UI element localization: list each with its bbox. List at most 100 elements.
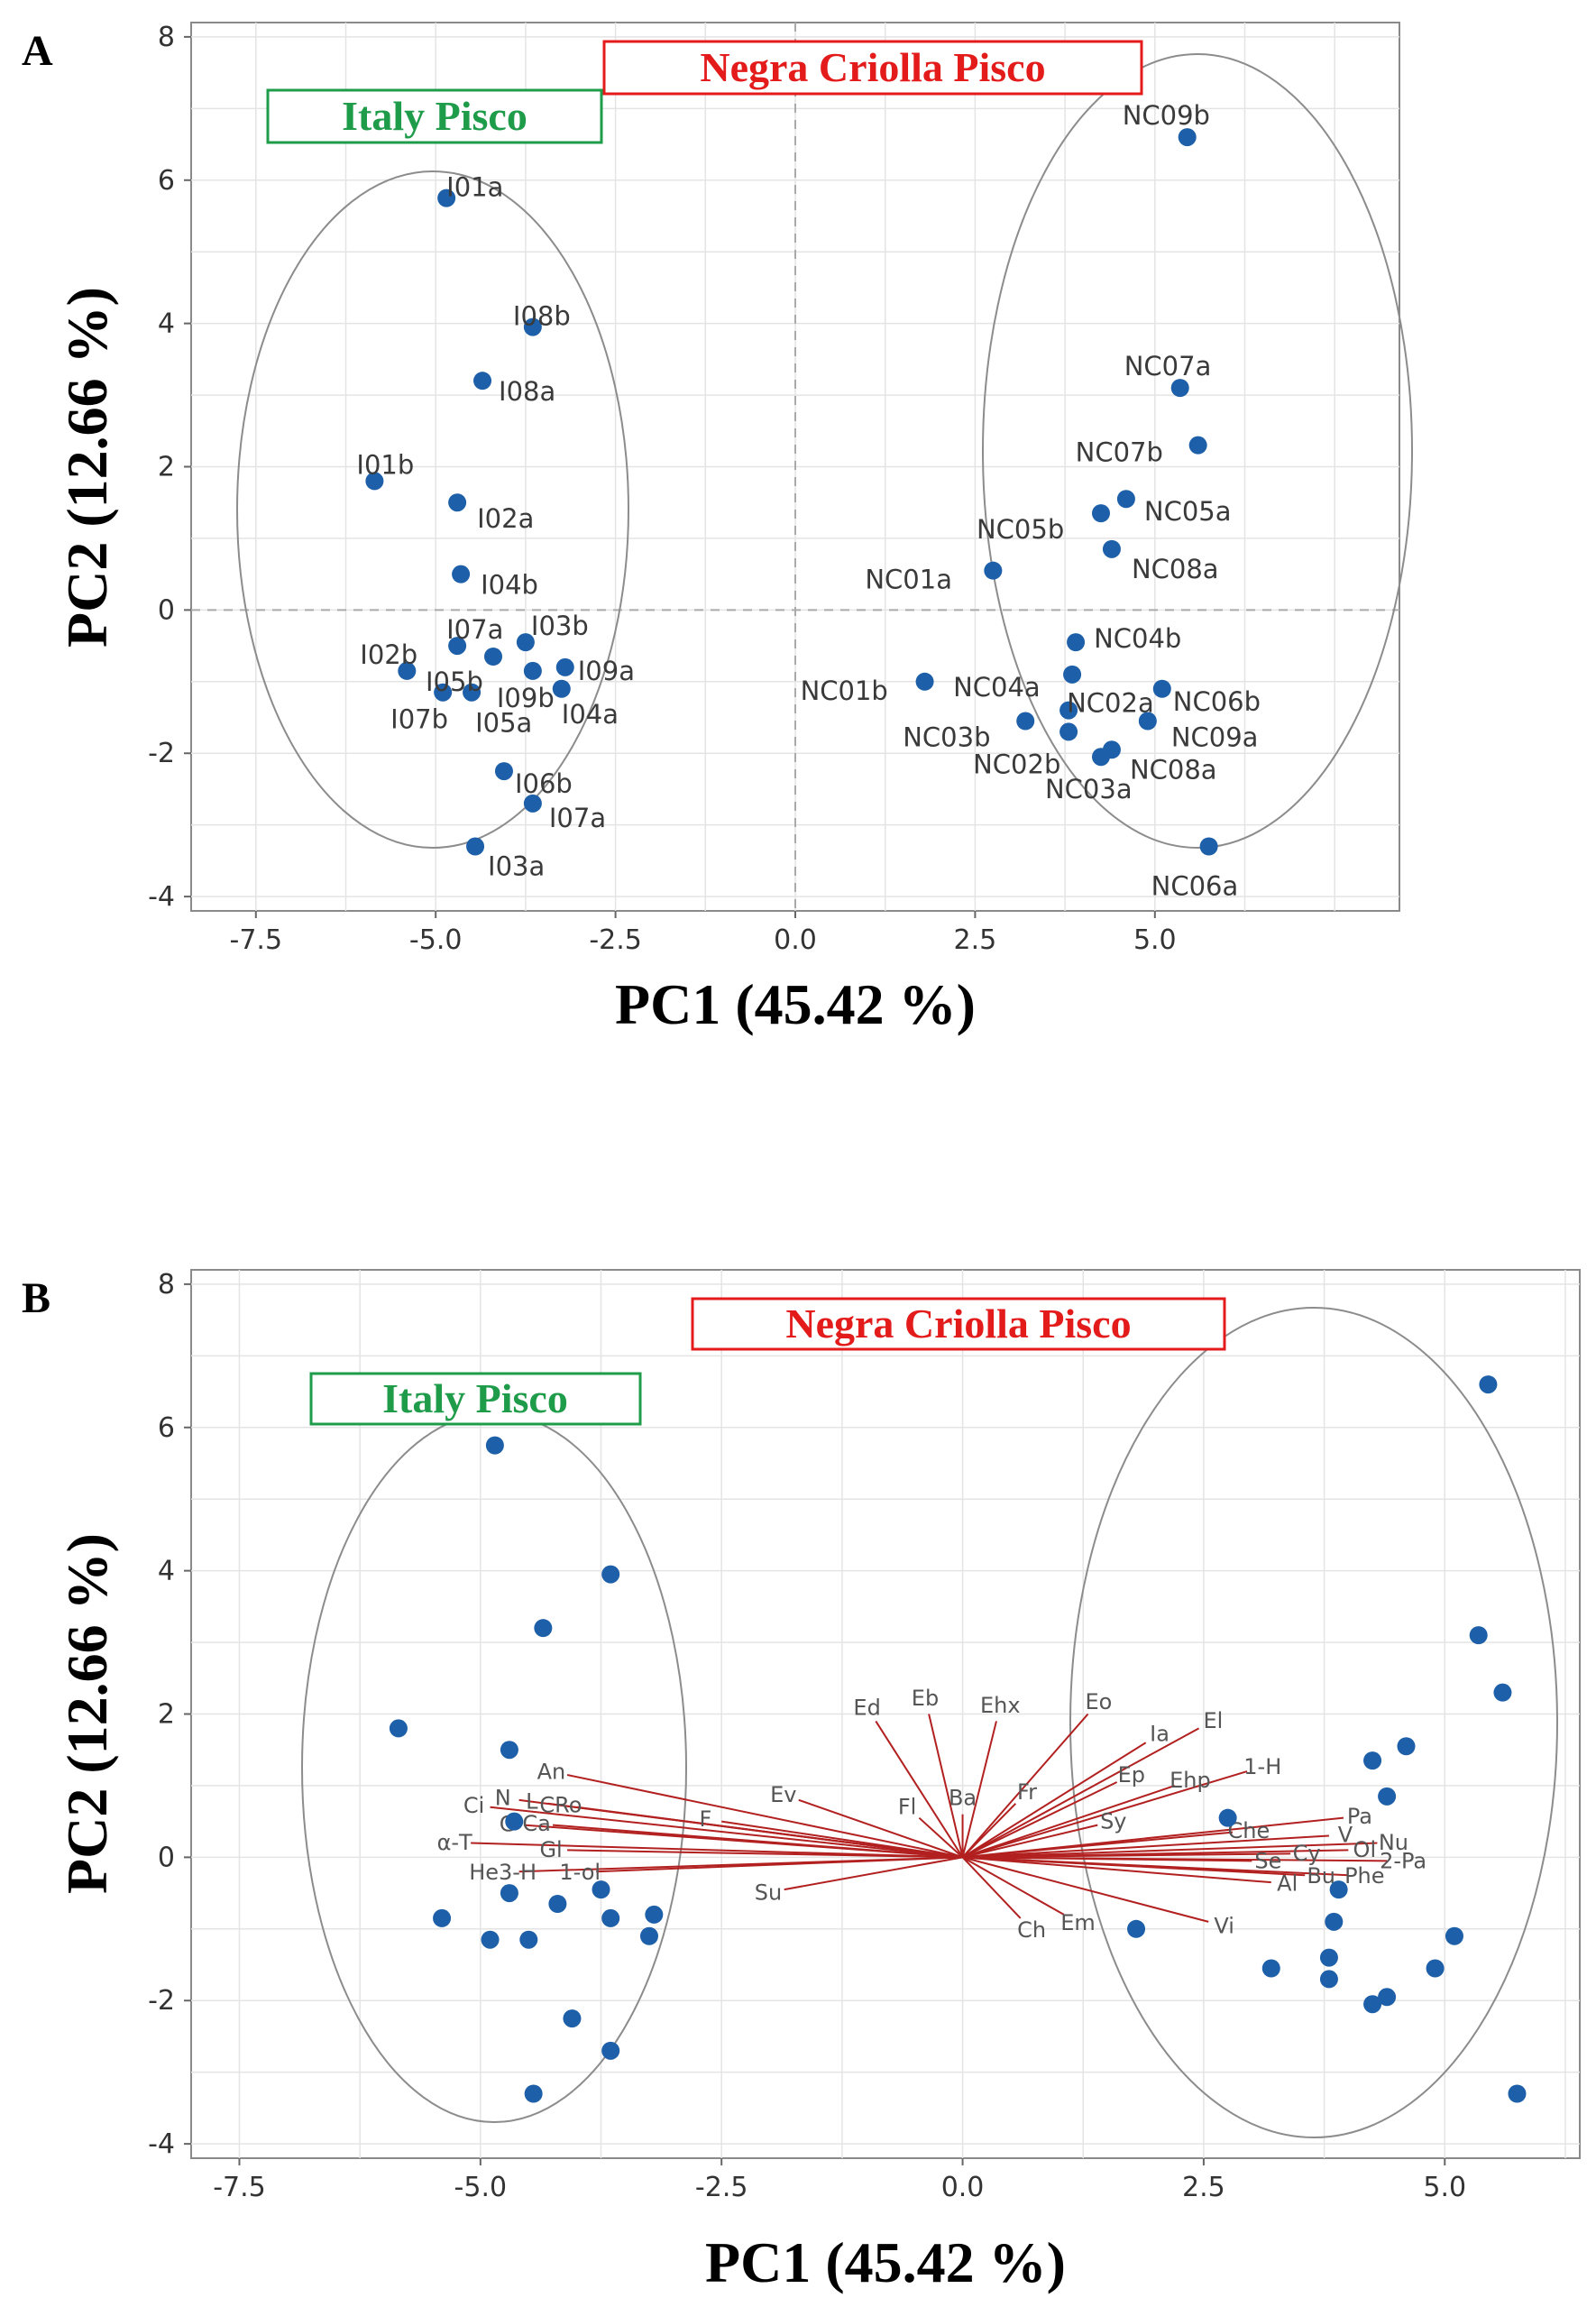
panel-a-italy-box — [266, 88, 603, 144]
sample-label: I05a — [475, 708, 532, 739]
panel-b-negra-label: Negra Criolla Pisco — [785, 1301, 1131, 1347]
panel-a-points — [365, 128, 1218, 856]
loading-vector — [596, 1856, 963, 1873]
panel-b: B Ed Eb Ehx Eo Ia El 1-H Ep Ehp Fr Sy Ba Fl Ev F Su Ch Em… — [22, 1269, 1581, 2294]
panel-b-y-ticks: -4 -2 0 2 4 6 8 — [148, 1269, 191, 2160]
loading-label: 2-Pa — [1380, 1848, 1426, 1873]
sample-label: I01a — [446, 172, 503, 203]
y-tick-label: -2 — [148, 1985, 175, 2017]
loading-label: El — [1203, 1708, 1223, 1733]
panel-a-legend-negra: Negra Criolla Pisco — [602, 40, 1143, 96]
sample-point — [1426, 1959, 1445, 1978]
panel-a-negra-label: Negra Criolla Pisco — [700, 44, 1045, 90]
y-tick-label: 0 — [158, 1842, 175, 1873]
sample-point — [1127, 1919, 1146, 1938]
sample-label: NC07b — [1076, 437, 1163, 468]
panel-b-loading-vectors — [471, 1713, 1388, 1923]
sample-point — [463, 683, 482, 702]
loading-vector — [962, 1856, 1209, 1923]
loading-label: Em — [1060, 1910, 1096, 1935]
loading-vector — [798, 1798, 963, 1859]
panel-a-negra-box — [602, 40, 1143, 96]
panel-b-gridlines — [191, 1270, 1580, 2158]
sample-label: I07b — [390, 704, 448, 735]
sample-point — [448, 493, 467, 512]
sample-point — [516, 633, 535, 652]
loading-vector — [962, 1727, 1200, 1859]
sample-label: NC02b — [973, 749, 1060, 779]
sample-point — [448, 637, 467, 656]
sample-point — [452, 565, 471, 584]
loading-vector — [962, 1784, 1176, 1859]
loading-label: N — [495, 1786, 511, 1811]
loading-label: Ol — [1353, 1837, 1377, 1862]
loading-label: Vi — [1214, 1913, 1234, 1938]
y-tick-label: -4 — [148, 2128, 175, 2160]
sample-label: NC09a — [1171, 722, 1259, 752]
y-tick-label: 6 — [158, 165, 175, 197]
loading-vector — [961, 1721, 997, 1858]
loading-vector — [490, 1806, 963, 1859]
panel-a-y-axis-title: PC2 (12.66 %) — [55, 287, 119, 648]
loading-label: Ehx — [980, 1693, 1021, 1718]
sample-point — [552, 679, 571, 698]
loading-label: Ia — [1150, 1722, 1169, 1747]
sample-point — [639, 1926, 658, 1945]
sample-label: I07a — [446, 614, 503, 645]
loading-vector — [518, 1798, 963, 1859]
sample-label: I08a — [499, 376, 555, 407]
sample-point — [1170, 379, 1189, 398]
sample-point — [601, 2041, 620, 2060]
sample-point — [1493, 1683, 1512, 1702]
sample-label: I09a — [578, 656, 635, 686]
panel-a-y-ticks: -4 -2 0 2 4 6 8 — [148, 22, 191, 913]
sample-point — [1138, 712, 1157, 731]
sample-point — [1188, 436, 1207, 455]
sample-point — [434, 683, 453, 702]
loading-vector — [961, 1856, 1022, 1919]
loading-label: L — [526, 1788, 538, 1814]
sample-label: I03b — [531, 611, 589, 641]
sample-label: NC03b — [903, 722, 990, 752]
loading-label: An — [537, 1759, 566, 1784]
sample-label: I02b — [360, 639, 417, 670]
sample-point — [494, 762, 513, 781]
sample-point — [500, 1884, 518, 1903]
sample-point — [1152, 679, 1171, 698]
sample-point — [523, 317, 542, 336]
y-tick-label: 8 — [158, 22, 175, 53]
loading-label: Eb — [912, 1686, 939, 1711]
loading-vector — [552, 1824, 963, 1859]
loading-vector — [961, 1803, 1017, 1859]
x-tick-label: -5.0 — [454, 2172, 508, 2203]
sample-point — [523, 794, 542, 813]
sample-point — [1469, 1626, 1488, 1645]
sample-point — [555, 657, 574, 676]
sample-point — [1325, 1912, 1344, 1931]
sample-point — [548, 1895, 567, 1914]
sample-label: I05b — [426, 666, 483, 697]
sample-point — [1445, 1926, 1463, 1945]
loading-label: Ehp — [1169, 1768, 1211, 1793]
italy-group-ellipse — [236, 170, 629, 849]
loading-label: Ci — [463, 1793, 484, 1818]
x-tick-label: -2.5 — [695, 2172, 748, 2203]
sample-point — [1319, 1948, 1338, 1967]
y-tick-label: 2 — [158, 1699, 175, 1731]
sample-label: NC07a — [1124, 351, 1212, 381]
y-tick-label: 8 — [158, 1269, 175, 1301]
loading-label: Bu — [1307, 1863, 1335, 1889]
panel-a-point-labels: I01a I08b I08a I01b I02a I04b I02b I07a I03b I05b… — [356, 100, 1261, 901]
sample-point — [473, 372, 492, 391]
sample-point — [1218, 1808, 1237, 1827]
x-tick-label: 5.0 — [1423, 2172, 1466, 2203]
sample-point — [915, 672, 934, 691]
panel-a-zero-lines — [191, 23, 1399, 911]
loading-label: Cy — [1293, 1841, 1321, 1866]
y-tick-label: 4 — [158, 1556, 175, 1587]
sample-point — [485, 1436, 504, 1455]
x-tick-label: 0.0 — [774, 924, 817, 956]
sample-label: NC09b — [1123, 100, 1210, 131]
